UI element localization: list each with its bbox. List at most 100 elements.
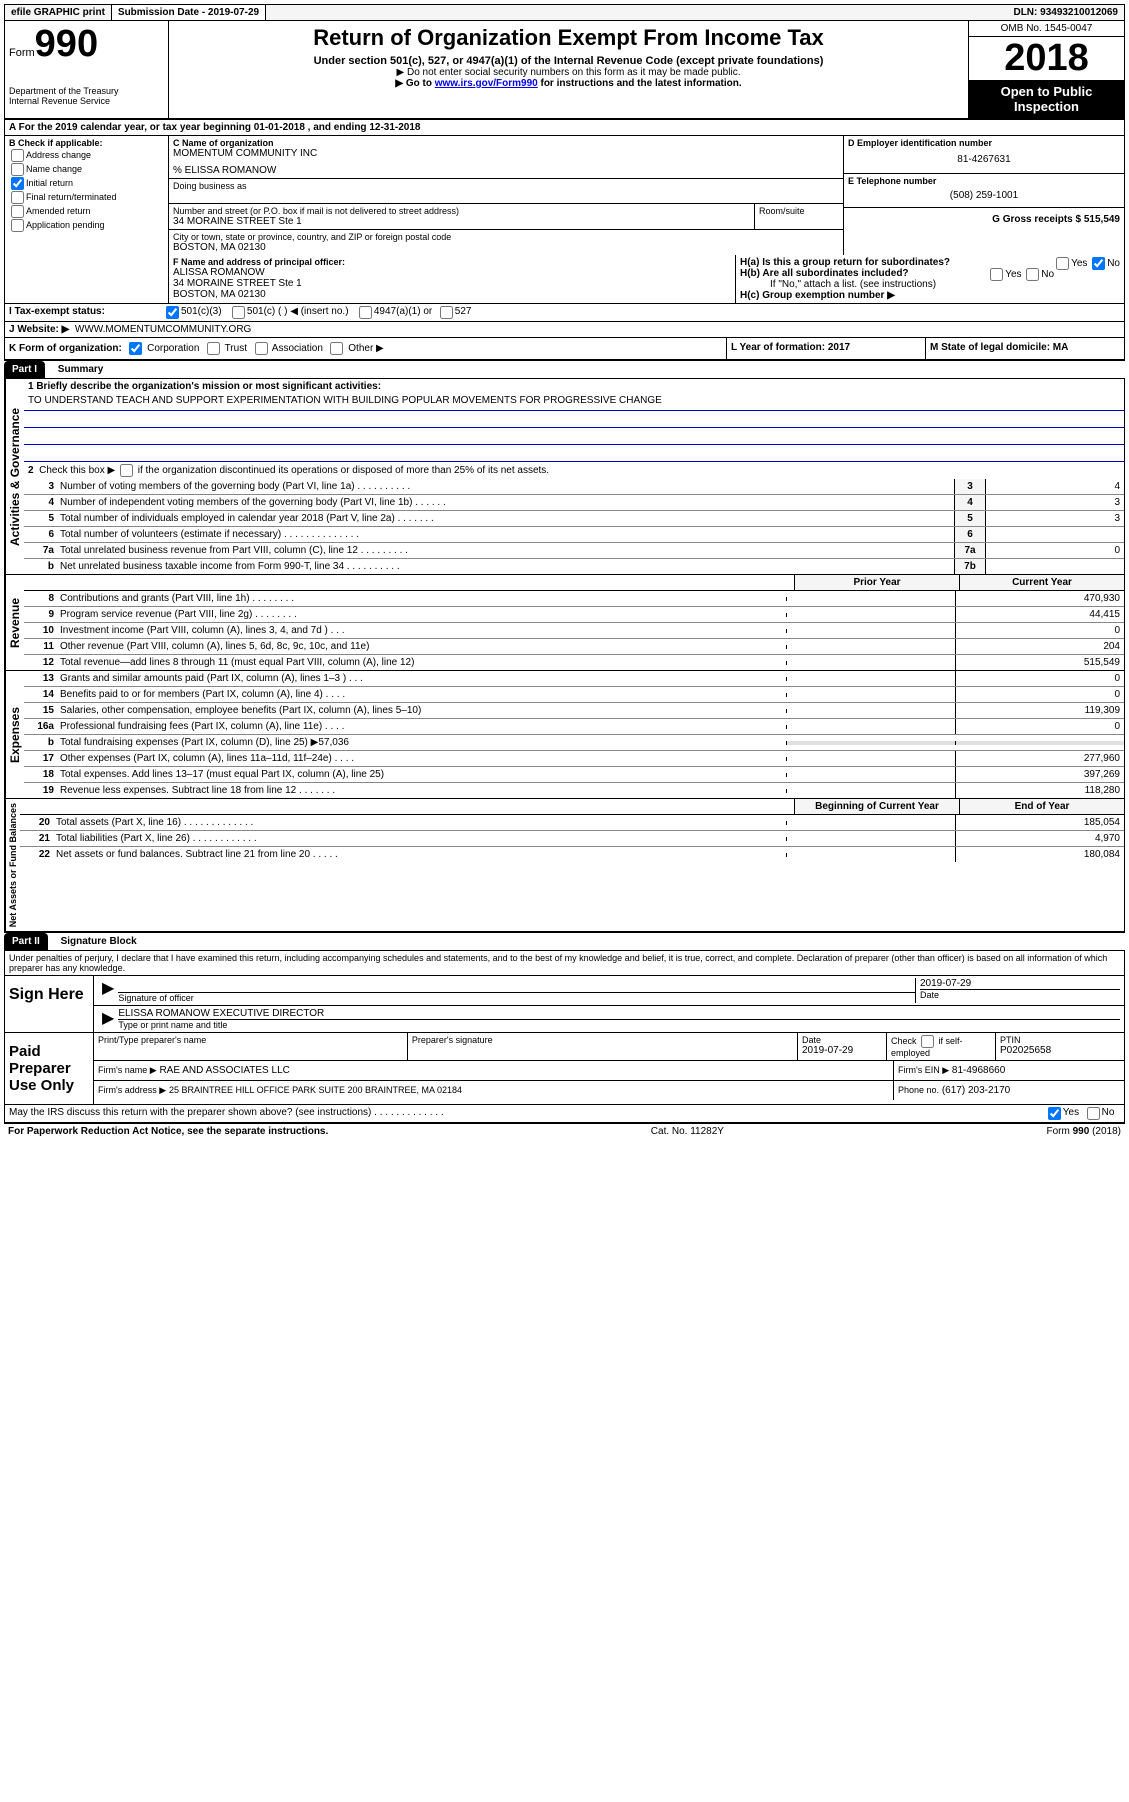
dept-treasury: Department of the Treasury <box>9 86 164 96</box>
section-j: J Website: ▶ WWW.MOMENTUMCOMMUNITY.ORG <box>4 322 1125 338</box>
mission-blank1 <box>24 411 1124 428</box>
type-name-label: Type or print name and title <box>118 1020 1120 1030</box>
check-address-change[interactable]: Address change <box>9 149 164 162</box>
mission-blank3 <box>24 445 1124 462</box>
prep-sig-label: Preparer's signature <box>412 1035 793 1045</box>
sign-here-section: Sign Here ▶ Signature of officer 2019-07… <box>4 976 1125 1033</box>
tax-year: 2018 <box>969 37 1124 80</box>
dba-label: Doing business as <box>173 181 839 191</box>
discuss-text: May the IRS discuss this return with the… <box>9 1107 1046 1120</box>
data-row: 8Contributions and grants (Part VIII, li… <box>24 591 1124 607</box>
check-initial-return[interactable]: Initial return <box>9 177 164 190</box>
data-row: 18Total expenses. Add lines 13–17 (must … <box>24 767 1124 783</box>
h-b-no[interactable] <box>1026 268 1039 281</box>
gov-row: 3Number of voting members of the governi… <box>24 479 1124 495</box>
submission-date: Submission Date - 2019-07-29 <box>112 5 266 20</box>
section-b-label: B Check if applicable: <box>9 138 164 148</box>
officer-addr2: BOSTON, MA 02130 <box>173 289 731 300</box>
firm-name-label: Firm's name ▶ <box>98 1065 157 1075</box>
city-value: BOSTON, MA 02130 <box>173 242 839 253</box>
k-assoc[interactable] <box>255 342 268 355</box>
k-other[interactable] <box>330 342 343 355</box>
website-value: WWW.MOMENTUMCOMMUNITY.ORG <box>75 324 251 335</box>
prep-phone-label: Phone no. <box>898 1085 939 1095</box>
m-label: M State of legal domicile: MA <box>930 342 1068 353</box>
firm-ein: 81-4968660 <box>952 1065 1005 1076</box>
mission-text: TO UNDERSTAND TEACH AND SUPPORT EXPERIME… <box>24 394 1124 411</box>
dept-irs: Internal Revenue Service <box>9 96 164 106</box>
gov-row: bNet unrelated business taxable income f… <box>24 559 1124 574</box>
self-employed-check[interactable] <box>921 1035 934 1048</box>
expenses-label: Expenses <box>5 671 24 798</box>
omb-number: OMB No. 1545-0047 <box>969 21 1124 37</box>
assets-label: Net Assets or Fund Balances <box>5 799 20 931</box>
addr-value: 34 MORAINE STREET Ste 1 <box>173 216 750 227</box>
h-c-label: H(c) Group exemption number ▶ <box>740 290 1120 301</box>
governance-section: Activities & Governance 1 Briefly descri… <box>4 378 1125 575</box>
care-of: % ELISSA ROMANOW <box>173 165 839 176</box>
data-row: 13Grants and similar amounts paid (Part … <box>24 671 1124 687</box>
open-public: Open to Public Inspection <box>969 80 1124 118</box>
end-year-header: End of Year <box>959 799 1124 814</box>
i-4947[interactable] <box>359 306 372 319</box>
begin-year-header: Beginning of Current Year <box>794 799 959 814</box>
line1-label: 1 Briefly describe the organization's mi… <box>28 381 381 392</box>
firm-addr-label: Firm's address ▶ <box>98 1085 166 1095</box>
check-name-change[interactable]: Name change <box>9 163 164 176</box>
irs-link[interactable]: www.irs.gov/Form990 <box>435 78 538 89</box>
discuss-no[interactable] <box>1087 1107 1100 1120</box>
h-a-yes[interactable] <box>1056 257 1069 270</box>
mission-blank2 <box>24 428 1124 445</box>
gov-row: 7aTotal unrelated business revenue from … <box>24 543 1124 559</box>
data-row: 17Other expenses (Part IX, column (A), l… <box>24 751 1124 767</box>
h-a-row: H(a) Is this a group return for subordin… <box>740 257 1120 268</box>
i-501c3[interactable] <box>166 306 179 319</box>
phone-value: (508) 259-1001 <box>848 186 1120 205</box>
gross-receipts: G Gross receipts $ 515,549 <box>992 214 1120 225</box>
ptin-label: PTIN <box>1000 1035 1120 1045</box>
line2-check[interactable] <box>120 464 133 477</box>
org-name: MOMENTUM COMMUNITY INC <box>173 148 839 159</box>
line2-text: 2 Check this box ▶ if the organization d… <box>24 462 1124 479</box>
check-application-pending[interactable]: Application pending <box>9 219 164 232</box>
data-row: bTotal fundraising expenses (Part IX, co… <box>24 735 1124 751</box>
ein-value: 81-4267631 <box>848 148 1120 171</box>
part-ii-container: Part II Signature Block <box>4 933 1125 950</box>
data-row: 14Benefits paid to or for members (Part … <box>24 687 1124 703</box>
h-b-label: H(b) Are all subordinates included? <box>740 268 909 279</box>
revenue-label: Revenue <box>5 575 24 670</box>
data-row: 21Total liabilities (Part X, line 26) . … <box>20 831 1124 847</box>
discuss-row: May the IRS discuss this return with the… <box>4 1105 1125 1124</box>
h-b-yes[interactable] <box>990 268 1003 281</box>
check-amended[interactable]: Amended return <box>9 205 164 218</box>
form-number: Form990 <box>9 23 164 66</box>
current-year-header: Current Year <box>959 575 1124 590</box>
header-bar: efile GRAPHIC print Submission Date - 20… <box>4 4 1125 21</box>
subtitle-1: Under section 501(c), 527, or 4947(a)(1)… <box>173 55 964 67</box>
part-i-header: Part I <box>4 361 45 378</box>
i-527[interactable] <box>440 306 453 319</box>
k-corp[interactable] <box>129 342 142 355</box>
h-a-no[interactable] <box>1092 257 1105 270</box>
i-501c[interactable] <box>232 306 245 319</box>
revenue-section: Revenue Prior Year Current Year 8Contrib… <box>4 575 1125 671</box>
check-final-return[interactable]: Final return/terminated <box>9 191 164 204</box>
footer-mid: Cat. No. 11282Y <box>651 1126 724 1137</box>
dln-label: DLN: 93493210012069 <box>1007 5 1124 20</box>
date-label: Date <box>920 990 1120 1000</box>
form-no-value: 990 <box>35 23 98 65</box>
ein-label: D Employer identification number <box>848 138 1120 148</box>
paid-preparer-label: Paid Preparer Use Only <box>5 1033 94 1104</box>
data-row: 19Revenue less expenses. Subtract line 1… <box>24 783 1124 798</box>
subtitle-2: ▶ Do not enter social security numbers o… <box>173 67 964 78</box>
k-trust[interactable] <box>207 342 220 355</box>
gov-row: 4Number of independent voting members of… <box>24 495 1124 511</box>
prep-date: 2019-07-29 <box>802 1045 882 1056</box>
data-row: 20Total assets (Part X, line 16) . . . .… <box>20 815 1124 831</box>
sub3-post: for instructions and the latest informat… <box>538 78 742 89</box>
declaration-text: Under penalties of perjury, I declare th… <box>4 950 1125 976</box>
city-label: City or town, state or province, country… <box>173 232 839 242</box>
sig-date: 2019-07-29 <box>920 978 1120 990</box>
phone-label: E Telephone number <box>848 176 1120 186</box>
discuss-yes[interactable] <box>1048 1107 1061 1120</box>
